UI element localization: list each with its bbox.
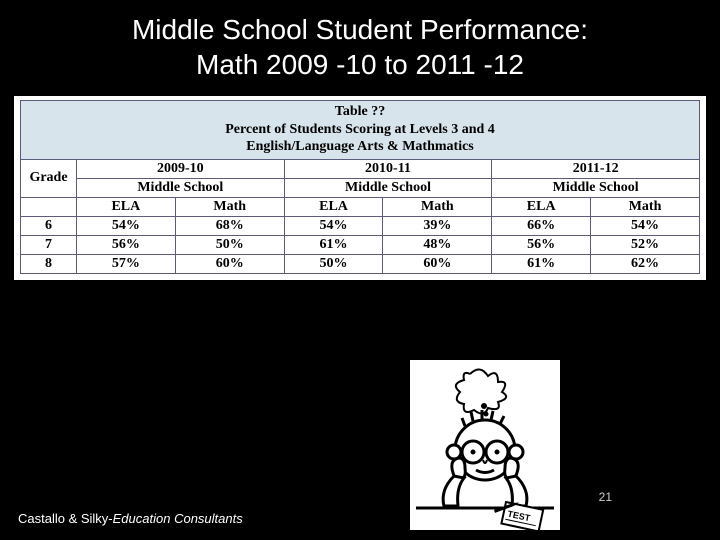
data-cell: 50%: [284, 254, 383, 273]
table-container: Table ?? Percent of Students Scoring at …: [14, 96, 706, 280]
grade-cell: 8: [21, 254, 77, 273]
table-title-l2: Percent of Students Scoring at Levels 3 …: [225, 122, 495, 137]
page-number: 21: [599, 490, 612, 504]
subj-math-1: Math: [383, 197, 492, 216]
data-cell: 60%: [383, 254, 492, 273]
credit-text: Castallo & Silky-: [18, 511, 113, 526]
data-cell: 60%: [175, 254, 284, 273]
grade-cell: 7: [21, 235, 77, 254]
subj-math-0: Math: [175, 197, 284, 216]
school-label-1: Middle School: [284, 178, 492, 197]
data-cell: 54%: [284, 216, 383, 235]
footer-credit: Castallo & Silky-Education Consultants: [18, 511, 243, 526]
blank-cell: [21, 197, 77, 216]
subj-ela-1: ELA: [284, 197, 383, 216]
subj-math-2: Math: [591, 197, 700, 216]
data-cell: 54%: [77, 216, 176, 235]
grade-header: Grade: [21, 159, 77, 197]
table-row: 8 57% 60% 50% 60% 61% 62%: [21, 254, 700, 273]
table-row: 7 56% 50% 61% 48% 56% 52%: [21, 235, 700, 254]
school-label-2: Middle School: [492, 178, 700, 197]
subject-row: ELA Math ELA Math ELA Math: [21, 197, 700, 216]
data-cell: 54%: [591, 216, 700, 235]
subj-ela-2: ELA: [492, 197, 591, 216]
data-cell: 48%: [383, 235, 492, 254]
title-line-1: Middle School Student Performance:: [132, 14, 588, 45]
year-row: Grade 2009-10 2010-11 2011-12: [21, 159, 700, 178]
school-row: Middle School Middle School Middle Schoo…: [21, 178, 700, 197]
title-line-2: Math 2009 -10 to 2011 -12: [196, 49, 524, 80]
data-cell: 39%: [383, 216, 492, 235]
data-cell: 62%: [591, 254, 700, 273]
data-cell: 66%: [492, 216, 591, 235]
slide-title: Middle School Student Performance: Math …: [0, 0, 720, 90]
student-cartoon-image: TEST: [410, 360, 560, 530]
table-title: Table ?? Percent of Students Scoring at …: [20, 100, 700, 159]
table-row: 6 54% 68% 54% 39% 66% 54%: [21, 216, 700, 235]
data-cell: 61%: [284, 235, 383, 254]
data-cell: 68%: [175, 216, 284, 235]
data-cell: 56%: [492, 235, 591, 254]
school-label-0: Middle School: [77, 178, 285, 197]
data-cell: 50%: [175, 235, 284, 254]
data-cell: 52%: [591, 235, 700, 254]
year-header-1: 2010-11: [284, 159, 492, 178]
data-cell: 61%: [492, 254, 591, 273]
grade-cell: 6: [21, 216, 77, 235]
data-cell: 56%: [77, 235, 176, 254]
year-header-0: 2009-10: [77, 159, 285, 178]
year-header-2: 2011-12: [492, 159, 700, 178]
data-cell: 57%: [77, 254, 176, 273]
table-title-l1: Table ??: [335, 104, 385, 119]
subj-ela-0: ELA: [77, 197, 176, 216]
table-title-l3: English/Language Arts & Mathmatics: [246, 139, 474, 154]
performance-table: Grade 2009-10 2010-11 2011-12 Middle Sch…: [20, 159, 700, 274]
credit-italic: Education Consultants: [113, 511, 243, 526]
